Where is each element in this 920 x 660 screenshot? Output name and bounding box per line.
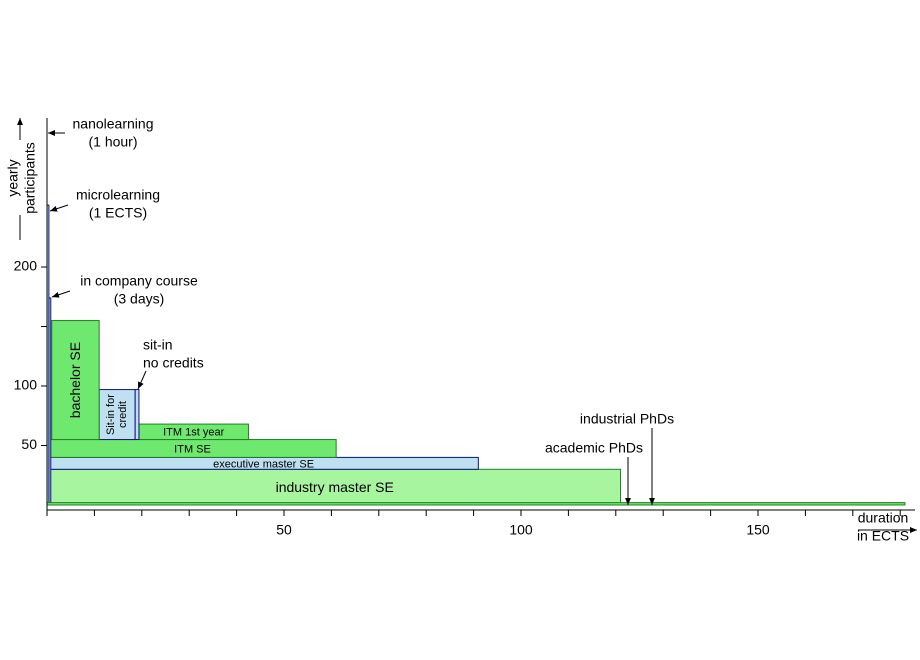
y-tick-label: 200	[14, 258, 38, 274]
overlay: yearly participants duration in ECTS 50 1…	[5, 116, 917, 544]
annotation: (3 days)	[114, 291, 165, 307]
block-label: credit	[117, 401, 129, 428]
annotation: nanolearning	[73, 116, 154, 132]
block-label: bachelor SE	[67, 342, 83, 418]
annotation: academic PhDs	[545, 440, 643, 456]
block	[51, 320, 100, 441]
annotation: industrial PhDs	[580, 411, 674, 427]
x-tick-label: 150	[746, 522, 770, 538]
block	[134, 389, 140, 441]
block-label: Sit-in for	[105, 394, 117, 435]
annotation: no credits	[143, 355, 204, 371]
x-label: in ECTS	[857, 528, 909, 544]
annotation: (1 hour)	[88, 134, 137, 150]
annotation-arrow	[49, 204, 69, 212]
block	[98, 389, 136, 441]
block-label: executive master SE	[213, 458, 314, 470]
annotation: microlearning	[76, 187, 160, 203]
annotation-arrow	[137, 370, 147, 390]
block	[46, 502, 906, 506]
block-label: ITM 1st year	[163, 427, 224, 439]
y-label: participants	[22, 142, 38, 214]
x-tick-label: 100	[509, 522, 533, 538]
blocks	[46, 204, 906, 506]
annotation: sit-in	[143, 337, 173, 353]
y-tick-label: 50	[21, 436, 37, 452]
x-tick-label: 50	[276, 522, 292, 538]
block	[48, 468, 622, 506]
block-label: industry master SE	[276, 479, 394, 495]
y-label: yearly	[5, 159, 21, 196]
y-tick-label: 100	[14, 377, 38, 393]
annotation: (1 ECTS)	[89, 205, 147, 221]
block-label: ITM SE	[174, 443, 211, 455]
annotation-arrow	[51, 290, 71, 298]
x-label: duration	[858, 510, 909, 526]
annotation: in company course	[80, 273, 198, 289]
